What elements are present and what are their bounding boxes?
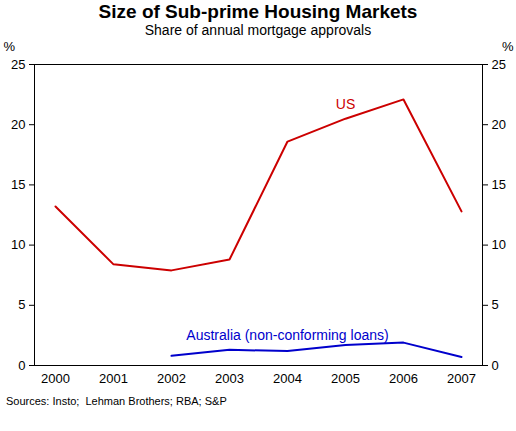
html-text:Sources: Insto; Lehman Brother: Sources: Insto; Lehman Brothers; RBA; S&… [6, 395, 227, 407]
html-text:Size of Sub-prime Housing Mark: Size of Sub-prime Housing Markets [98, 1, 418, 22]
svg-text:2005: 2005 [331, 371, 360, 386]
svg-text:2003: 2003 [215, 371, 244, 386]
svg-text:0: 0 [492, 358, 499, 373]
svg-text:2004: 2004 [273, 371, 302, 386]
svg-text:0: 0 [18, 358, 25, 373]
svg-text:15: 15 [492, 177, 506, 192]
svg-text:5: 5 [492, 297, 499, 312]
svg-text:2001: 2001 [99, 371, 128, 386]
svg-text:20: 20 [11, 117, 25, 132]
html-text:Share of annual mortgage appro: Share of annual mortgage approvals [144, 22, 372, 38]
svg-text:25: 25 [11, 57, 25, 72]
svg-text:%: % [502, 39, 514, 54]
svg-text:2000: 2000 [41, 371, 70, 386]
svg-text:%: % [4, 39, 16, 54]
svg-text:15: 15 [11, 177, 25, 192]
svg-text:US: US [336, 96, 355, 112]
svg-text:20: 20 [492, 117, 506, 132]
svg-text:Australia (non-conforming loan: Australia (non-conforming loans) [186, 327, 388, 343]
svg-text:5: 5 [18, 297, 25, 312]
svg-text:2006: 2006 [389, 371, 418, 386]
svg-text:10: 10 [11, 237, 25, 252]
svg-text:2007: 2007 [447, 371, 476, 386]
svg-text:10: 10 [492, 237, 506, 252]
svg-text:25: 25 [492, 57, 506, 72]
svg-text:2002: 2002 [157, 371, 186, 386]
